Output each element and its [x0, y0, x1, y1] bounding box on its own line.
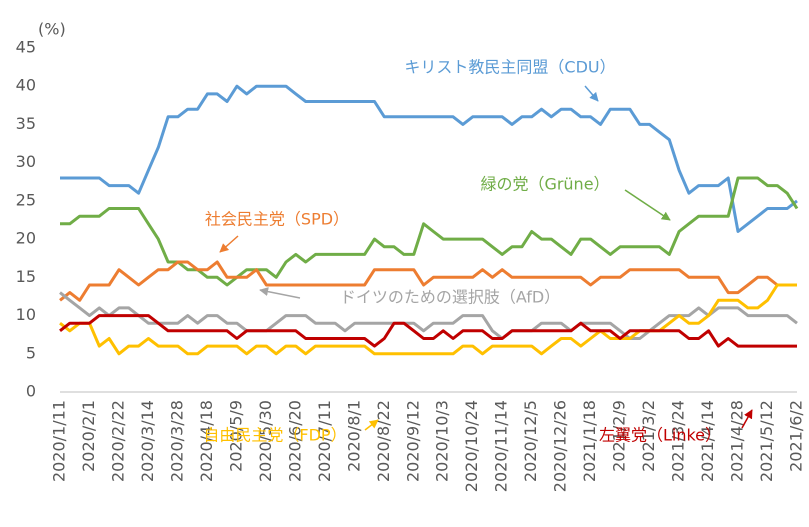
y-tick-label: 20 — [16, 229, 36, 248]
series-line — [59, 291, 798, 340]
x-tick-label: 2020/1/11 — [50, 400, 69, 482]
y-tick-label: 0 — [26, 382, 36, 401]
x-tick-label: 2021/4/14 — [698, 400, 717, 482]
label-arrow — [259, 287, 301, 299]
series-line — [59, 314, 797, 348]
x-tick-label: 2020/10/3 — [433, 400, 452, 482]
x-tick-label: 2021/3/24 — [669, 400, 688, 482]
series-label: 左翼党（Linke） — [599, 426, 721, 445]
x-tick-label: 2020/4/18 — [197, 400, 216, 482]
series-label: キリスト教民主同盟（CDU） — [404, 58, 615, 77]
x-tick-label: 2020/11/14 — [492, 400, 511, 492]
series-label: 自由民主党（FDP） — [203, 426, 346, 445]
label-arrow — [624, 189, 671, 221]
x-tick-label: 2020/2/1 — [79, 400, 98, 472]
x-tick-label: 2020/6/20 — [285, 400, 304, 482]
series-line — [60, 84, 798, 233]
series-line — [60, 176, 799, 287]
y-tick-label: 15 — [16, 267, 36, 286]
x-tick-label: 2020/3/14 — [138, 400, 157, 482]
series-line — [59, 260, 797, 302]
x-tick-label: 2020/2/22 — [108, 400, 127, 482]
x-tick-label: 2021/6/2 — [787, 400, 806, 472]
y-tick-label: 35 — [16, 114, 36, 133]
label-arrow — [741, 409, 753, 429]
y-tick-label: 40 — [16, 76, 36, 95]
y-tick-label: 10 — [16, 305, 36, 324]
x-tick-label: 2020/12/26 — [551, 400, 570, 492]
label-arrow — [219, 235, 239, 253]
x-tick-label: 2020/10/24 — [462, 400, 481, 492]
x-tick-label: 2020/5/30 — [256, 400, 275, 482]
y-tick-label: 5 — [26, 343, 36, 362]
y-axis-label: (%) — [38, 20, 66, 39]
x-tick-label: 2021/3/2 — [639, 400, 658, 472]
series-label: 緑の党（Grüne） — [480, 175, 609, 194]
x-tick-label: 2021/5/12 — [757, 400, 776, 482]
x-tick-label: 2021/4/28 — [728, 400, 747, 482]
series-line — [59, 283, 797, 356]
x-tick-label: 2020/8/1 — [344, 400, 363, 472]
x-tick-label: 2020/8/22 — [374, 400, 393, 482]
x-tick-label: 2020/7/11 — [315, 400, 334, 482]
x-tick-label: 2021/2/9 — [610, 400, 629, 472]
label-arrow — [364, 419, 379, 431]
series-label: 社会民主党（SPD） — [205, 210, 349, 229]
x-tick-label: 2021/1/18 — [580, 400, 599, 482]
x-tick-label: 2020/9/12 — [403, 400, 422, 482]
y-tick-label: 25 — [16, 190, 36, 209]
y-tick-label: 30 — [16, 152, 36, 171]
x-tick-label: 2020/12/5 — [521, 400, 540, 482]
x-tick-label: 2020/5/9 — [226, 400, 245, 472]
y-tick-label: 45 — [16, 38, 36, 57]
series-label: ドイツのための選択肢（AfD） — [340, 288, 560, 307]
x-tick-label: 2020/3/28 — [167, 400, 186, 482]
label-arrow — [584, 85, 599, 102]
